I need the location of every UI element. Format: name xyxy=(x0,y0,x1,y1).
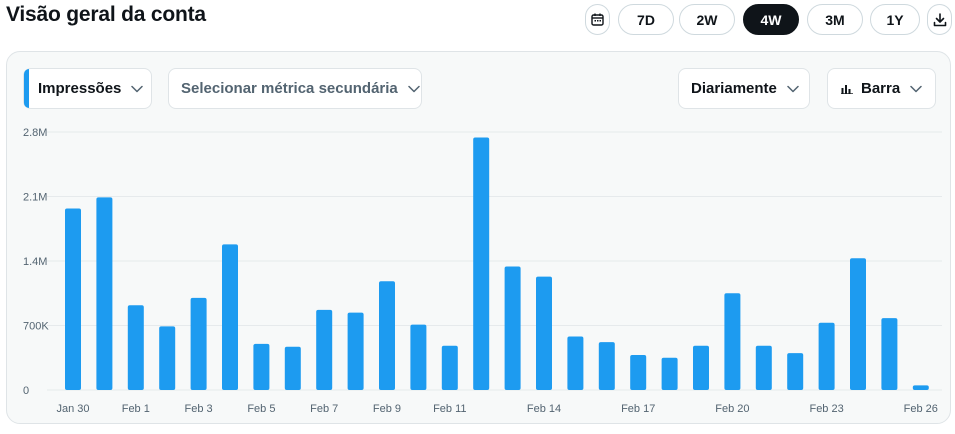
y-tick-label: 2.8M xyxy=(23,127,47,139)
bar-feb-22[interactable] xyxy=(787,353,804,390)
bar-feb-10[interactable] xyxy=(410,324,427,390)
x-tick-label: Feb 11 xyxy=(433,403,466,415)
period-4w-button[interactable]: 4W xyxy=(743,4,799,35)
bar-feb-12[interactable] xyxy=(473,137,490,390)
y-tick-label: 2.1M xyxy=(23,192,47,204)
x-tick-label: Feb 1 xyxy=(122,403,150,415)
bar-feb-26[interactable] xyxy=(912,385,929,390)
bar-feb-1[interactable] xyxy=(127,305,144,390)
bar-feb-6[interactable] xyxy=(284,346,301,390)
impressions-bar-chart: 0 700K 1.4M 2.1M 2.8M Jan 30 Feb 1 Feb 3 Feb 5 Fe… xyxy=(23,127,942,415)
interval-dropdown[interactable]: Diariamente xyxy=(678,68,810,109)
bar-jan-30[interactable] xyxy=(65,208,81,390)
bar-feb-20[interactable] xyxy=(724,293,741,390)
x-tick-label: Feb 23 xyxy=(809,403,843,415)
bar-feb-2[interactable] xyxy=(159,326,176,390)
bar-feb-19[interactable] xyxy=(693,345,709,390)
bar-chart-icon xyxy=(841,83,853,94)
chart-type-label: Barra xyxy=(861,80,901,97)
x-tick-label: Feb 17 xyxy=(621,403,655,415)
bar-feb-25[interactable] xyxy=(881,318,898,390)
x-tick-label: Feb 7 xyxy=(310,403,338,415)
x-tick-label: Feb 5 xyxy=(247,403,275,415)
metric-accent-bar xyxy=(24,69,29,108)
chevron-down-icon xyxy=(408,85,420,93)
interval-label: Diariamente xyxy=(691,80,777,97)
bar-feb-14[interactable] xyxy=(536,276,552,390)
page-title: Visão geral da conta xyxy=(6,3,206,26)
bar-feb-4[interactable] xyxy=(222,244,238,390)
chevron-down-icon xyxy=(910,85,922,93)
bar-feb-13[interactable] xyxy=(504,266,521,390)
bar-feb-7[interactable] xyxy=(316,309,333,390)
calendar-icon xyxy=(591,13,604,26)
bar-feb-24[interactable] xyxy=(850,258,866,390)
chevron-down-icon xyxy=(787,85,799,93)
x-tick-label: Feb 9 xyxy=(373,403,401,415)
bar-feb-3[interactable] xyxy=(190,297,207,390)
x-tick-label: Jan 30 xyxy=(56,403,89,415)
bar-feb-23[interactable] xyxy=(818,322,835,390)
download-icon xyxy=(933,12,947,27)
bar-feb-16[interactable] xyxy=(598,342,615,390)
bar-feb-9[interactable] xyxy=(379,281,395,390)
chevron-down-icon xyxy=(131,85,144,93)
bar-jan-31[interactable] xyxy=(96,197,113,390)
bar-feb-17[interactable] xyxy=(630,354,647,390)
x-tick-label: Feb 20 xyxy=(715,403,749,415)
x-tick-label: Feb 26 xyxy=(904,403,938,415)
y-tick-label: 1.4M xyxy=(23,256,47,268)
chart-type-dropdown[interactable]: Barra xyxy=(827,68,936,109)
period-7d-button[interactable]: 7D xyxy=(618,4,674,35)
period-2w-button[interactable]: 2W xyxy=(679,4,735,35)
bar-feb-5[interactable] xyxy=(253,343,270,390)
download-button[interactable] xyxy=(927,4,952,35)
bar-feb-21[interactable] xyxy=(755,345,772,390)
x-tick-label: Feb 3 xyxy=(185,403,213,415)
y-tick-label: 0 xyxy=(23,385,29,397)
chart-panel: Impressões Selecionar métrica secundária… xyxy=(6,51,951,424)
bar-feb-8[interactable] xyxy=(347,312,364,390)
x-tick-label: Feb 14 xyxy=(527,403,561,415)
secondary-metric-label: Selecionar métrica secundária xyxy=(181,80,398,97)
y-tick-label: 700K xyxy=(23,321,49,333)
bar-feb-11[interactable] xyxy=(441,345,458,390)
period-1y-button[interactable]: 1Y xyxy=(870,4,920,35)
bar-feb-15[interactable] xyxy=(567,336,584,390)
secondary-metric-dropdown[interactable]: Selecionar métrica secundária xyxy=(168,68,422,109)
primary-metric-label: Impressões xyxy=(38,80,122,97)
period-3m-button[interactable]: 3M xyxy=(807,4,863,35)
primary-metric-dropdown[interactable]: Impressões xyxy=(23,68,152,109)
calendar-button[interactable] xyxy=(585,4,610,35)
bar-feb-18[interactable] xyxy=(661,357,678,390)
